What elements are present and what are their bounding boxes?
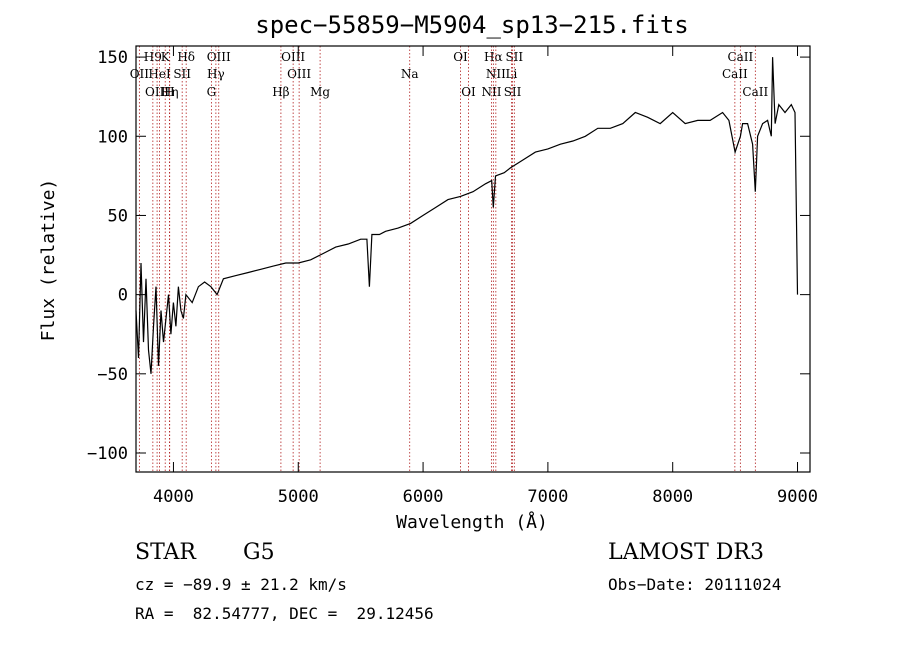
y-tick-label: −100 bbox=[87, 444, 128, 464]
y-tick-label: 0 bbox=[118, 286, 128, 306]
spectral-line-label: Li bbox=[506, 67, 518, 81]
x-tick-label: 9000 bbox=[777, 487, 818, 507]
x-tick-label: 8000 bbox=[652, 487, 693, 507]
y-axis-label: Flux (relative) bbox=[38, 179, 59, 342]
spectral-line-label: OIII bbox=[287, 67, 311, 81]
spectral-line-label: H bbox=[164, 85, 174, 99]
spectral-line-label: CaII bbox=[727, 50, 753, 64]
axis-ticks: 4000 5000 6000 7000 8000 9000 −100 −50 0 50 100 150 bbox=[87, 46, 818, 507]
object-subclass: G5 bbox=[243, 540, 275, 565]
survey-name: LAMOST DR3 bbox=[608, 540, 764, 565]
spectral-line-label: Na bbox=[401, 67, 419, 81]
spectral-line-label: NII bbox=[486, 67, 506, 81]
x-tick-label: 5000 bbox=[278, 487, 319, 507]
spectral-line-label: OI bbox=[453, 50, 468, 64]
y-tick-label: −50 bbox=[97, 365, 128, 385]
x-tick-label: 6000 bbox=[403, 487, 444, 507]
observation-date: Obs−Date: 20111024 bbox=[608, 575, 782, 594]
spectral-line-label: Hδ bbox=[177, 50, 195, 64]
x-tick-label: 4000 bbox=[153, 487, 194, 507]
spectral-line-label: Hβ bbox=[272, 85, 289, 99]
spectral-line-label: CaII bbox=[742, 85, 768, 99]
spectral-line-label: SII bbox=[173, 67, 191, 81]
object-class: STAR bbox=[135, 540, 196, 565]
spectral-line-label: Hγ bbox=[207, 67, 225, 81]
spectral-line-label: Mg bbox=[310, 85, 330, 99]
spectral-line-label: K bbox=[161, 50, 171, 64]
x-tick-label: 7000 bbox=[527, 487, 568, 507]
spectral-line-label: OIII bbox=[207, 50, 231, 64]
spectral-line-label: Hα bbox=[484, 50, 503, 64]
coordinates: RA = 82.54777, DEC = 29.12456 bbox=[135, 604, 434, 623]
spectrum-series-line bbox=[135, 57, 799, 374]
x-axis-label: Wavelength (Å) bbox=[396, 511, 548, 533]
spectral-line-label: NII bbox=[481, 85, 501, 99]
spectral-line-label: OIII bbox=[281, 50, 305, 64]
chart-title: spec−55859−M5904_sp13−215.fits bbox=[255, 11, 688, 39]
spectral-line-label: CaII bbox=[722, 67, 748, 81]
y-tick-label: 50 bbox=[108, 206, 128, 226]
spectral-line-label: OIII bbox=[145, 85, 169, 99]
plot-frame bbox=[135, 45, 811, 473]
spectral-line-label: H9 bbox=[144, 50, 162, 64]
y-tick-label: 100 bbox=[97, 127, 128, 147]
spectral-line-label: SII bbox=[505, 50, 523, 64]
spectral-line-label: SII bbox=[504, 85, 522, 99]
spectral-line-label: OII bbox=[130, 67, 150, 81]
y-tick-label: 150 bbox=[97, 48, 128, 68]
spectral-line-label: G bbox=[207, 85, 217, 99]
redshift-velocity: cz = −89.9 ± 21.2 km/s bbox=[135, 575, 347, 594]
spectral-line-label: OI bbox=[461, 85, 476, 99]
spectral-line-label: HeI bbox=[148, 67, 171, 81]
